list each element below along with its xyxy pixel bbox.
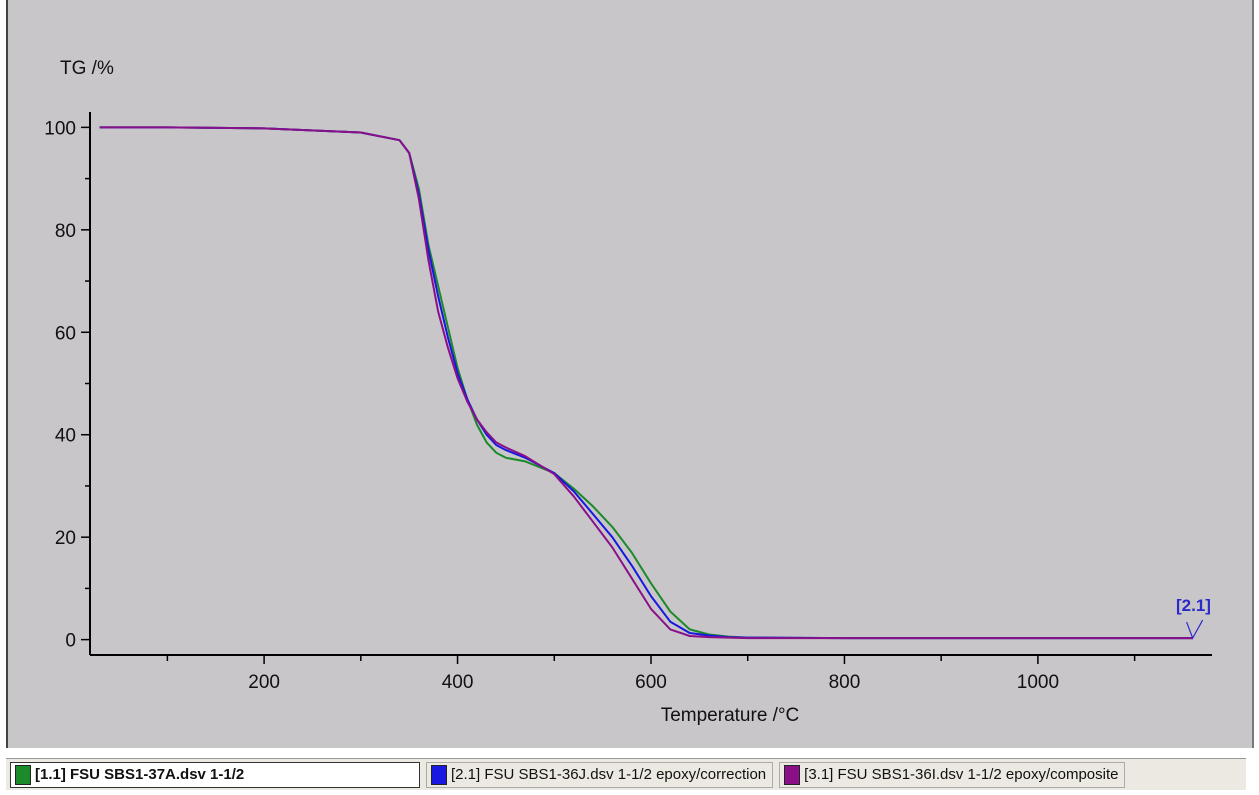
series-line-1: [99, 126, 1193, 640]
y-tick-label: 100: [44, 118, 76, 139]
y-tick-label: 80: [55, 221, 76, 242]
y-tick-label: 0: [65, 631, 76, 652]
y-tick-label: 60: [55, 323, 76, 344]
series-line-3: [99, 126, 1193, 640]
x-axis-label: Temperature /°C: [661, 705, 800, 726]
tg-chart: 200 400 600 800 1000 0 20 40 60 80 100 TG /% Tempe…: [44, 58, 1212, 726]
plot-window: [6, 0, 1254, 748]
legend-swatch-blue: [431, 764, 447, 785]
y-tick-label: 20: [55, 528, 76, 549]
x-tick-label: 1000: [1017, 672, 1059, 693]
chart-ticks: 200 400 600 800 1000 0 20 40 60 80 100: [44, 118, 1136, 693]
y-axis-label: TG /%: [60, 58, 114, 79]
y-tick-label: 40: [55, 426, 76, 447]
legend-swatch-green: [15, 764, 31, 785]
x-tick-label: 800: [829, 672, 861, 693]
legend-bar: [1.1] FSU SBS1-37A.dsv 1-1/2 [2.1] FSU S…: [6, 758, 1246, 790]
annotation-marker: [1186, 619, 1204, 640]
chart-axes: [89, 112, 1212, 656]
legend-label: [2.1] FSU SBS1-36J.dsv 1-1/2 epoxy/corre…: [451, 766, 767, 783]
legend-swatch-purple: [784, 764, 801, 785]
legend-item-3[interactable]: [3.1] FSU SBS1-36I.dsv 1-1/2 epoxy/compo…: [779, 761, 1126, 788]
x-tick-label: 400: [442, 672, 474, 693]
x-tick-label: 600: [635, 672, 667, 693]
legend-label: [1.1] FSU SBS1-37A.dsv 1-1/2: [35, 766, 245, 783]
legend-label: [3.1] FSU SBS1-36I.dsv 1-1/2 epoxy/compo…: [804, 766, 1119, 783]
series-line-2: [99, 126, 1193, 640]
series-annotation: [2.1]: [1176, 596, 1211, 615]
legend-item-2[interactable]: [2.1] FSU SBS1-36J.dsv 1-1/2 epoxy/corre…: [426, 761, 774, 788]
x-tick-label: 200: [248, 672, 280, 693]
legend-item-1[interactable]: [1.1] FSU SBS1-37A.dsv 1-1/2: [10, 761, 420, 788]
series-layer: [99, 126, 1204, 640]
